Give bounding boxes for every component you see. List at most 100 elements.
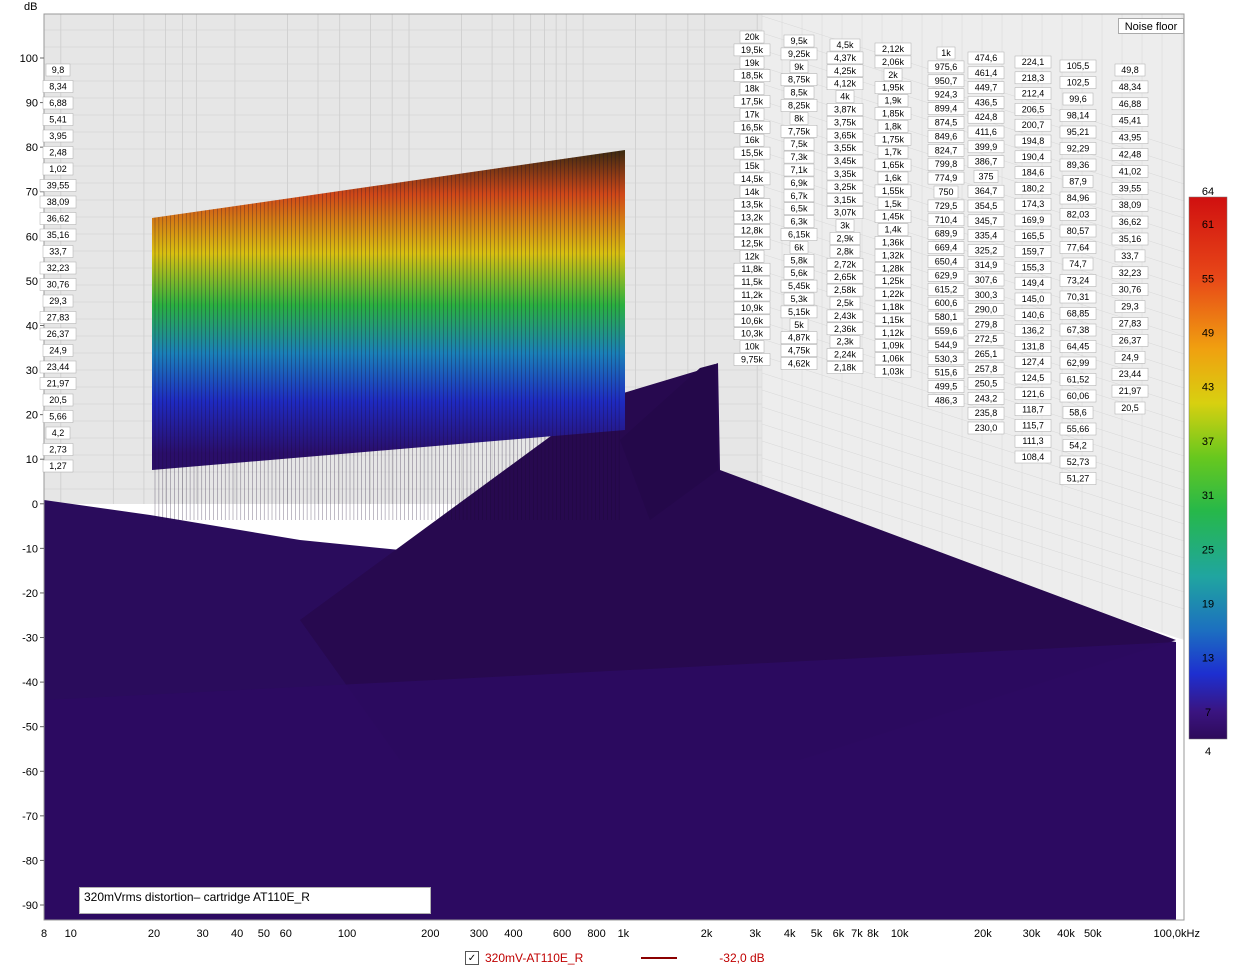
harmonic-label-text: 7,75k (788, 126, 811, 136)
harmonic-label-box (967, 392, 1005, 405)
harmonic-label: 48,34 (1111, 80, 1149, 94)
harmonic-label: 1,95k (874, 81, 912, 94)
harmonic-label-text: 6,88 (49, 98, 67, 108)
harmonic-label-box (733, 198, 771, 211)
harmonic-label-text: 159,7 (1022, 247, 1045, 257)
harmonic-label-box (1014, 308, 1052, 322)
y-tick-label: -40 (22, 677, 38, 689)
harmonic-label-text: 5,41 (49, 115, 67, 125)
harmonic-label: 8,75k (780, 73, 818, 86)
harmonic-label: 33,7 (42, 245, 74, 258)
harmonic-label: 16k (739, 133, 765, 147)
harmonic-label: 6,7k (783, 189, 815, 203)
harmonic-label-text: 42,48 (1119, 150, 1142, 160)
harmonic-label-box (927, 171, 965, 185)
harmonic-label-text: 1,28k (882, 263, 905, 273)
harmonic-label-text: 24,9 (49, 346, 67, 356)
harmonic-label-box (967, 332, 1005, 346)
harmonic-label-text: 67,38 (1067, 325, 1090, 335)
harmonic-label-box (1014, 213, 1052, 227)
harmonic-label-box (967, 347, 1005, 361)
harmonic-label: 3,87k (826, 103, 864, 116)
y-tick-label: -80 (22, 855, 38, 867)
harmonic-label-text: 9,5k (790, 36, 808, 46)
harmonic-label-text: 7,5k (790, 139, 808, 149)
harmonic-label: 19k (739, 56, 765, 70)
harmonic-label-text: 190,4 (1022, 152, 1045, 162)
harmonic-label-text: 3,87k (834, 105, 857, 115)
harmonic-label-text: 3k (840, 221, 850, 231)
harmonic-label-text: 2,3k (836, 337, 854, 347)
harmonic-label-box (967, 155, 1005, 168)
harmonic-label-box (780, 99, 818, 112)
harmonic-label: 6,5k (783, 202, 815, 215)
harmonic-label-box (927, 324, 965, 338)
harmonic-label: 2,18k (826, 361, 864, 374)
harmonic-label: 6k (789, 241, 809, 254)
harmonic-label: 68,85 (1059, 307, 1097, 320)
harmonic-label-text: 6,3k (790, 217, 808, 227)
harmonic-label-text: 9,75k (741, 355, 764, 365)
harmonic-label: 307,6 (967, 273, 1005, 287)
harmonic-label-box (927, 366, 965, 379)
harmonic-label: 21,97 (1111, 384, 1149, 398)
harmonic-label: 2,5k (829, 296, 861, 310)
harmonic-label: 4,75k (780, 344, 818, 357)
harmonic-label-text: 4,2 (52, 428, 65, 438)
harmonic-label: 13,2k (733, 211, 771, 224)
harmonic-label-text: 35,16 (1119, 234, 1142, 244)
harmonic-label: 799,8 (927, 157, 965, 171)
harmonic-label-box (739, 340, 765, 353)
harmonic-label-text: 1,03k (882, 367, 905, 377)
harmonic-label: 7,1k (783, 163, 815, 177)
series-visibility-checkbox[interactable]: ✓ (465, 951, 479, 965)
harmonic-label: 975,6 (927, 60, 965, 74)
harmonic-label-text: 824,7 (935, 145, 958, 155)
harmonic-label: 23,44 (39, 360, 77, 374)
harmonic-label: 580,1 (927, 310, 965, 324)
harmonic-label-text: 849,6 (935, 131, 958, 141)
y-tick-label: 10 (26, 454, 38, 466)
x-tick-label: 600 (553, 928, 571, 940)
harmonic-label: 105,5 (1059, 59, 1097, 73)
harmonic-label-box (927, 88, 965, 101)
harmonic-label: 279,8 (967, 318, 1005, 331)
y-tick-label: -50 (22, 722, 38, 734)
harmonic-label: 600,6 (927, 296, 965, 310)
legend: ✓ 320mV-AT110E_R -32,0 dB (465, 948, 765, 968)
harmonic-label-box (1014, 324, 1052, 337)
harmonic-label-text: 750 (938, 187, 953, 197)
harmonic-label-text: 1,25k (882, 276, 905, 286)
harmonic-label: 99,6 (1062, 92, 1094, 106)
harmonic-label-box (877, 197, 909, 211)
harmonic-label: 11,8k (733, 262, 771, 276)
harmonic-label-text: 87,9 (1069, 177, 1087, 187)
harmonic-label-text: 3,35k (834, 169, 857, 179)
harmonic-label: 515,6 (927, 366, 965, 379)
harmonic-label-box (1014, 87, 1052, 100)
harmonic-label-text: 1,18k (882, 302, 905, 312)
x-tick-label: 2k (701, 928, 713, 940)
harmonic-label-text: 108,4 (1022, 452, 1045, 462)
harmonic-label-box (967, 125, 1005, 139)
harmonic-label-box (826, 77, 864, 90)
harmonic-label: 32,23 (1111, 266, 1149, 280)
harmonic-label-box (927, 394, 965, 407)
harmonic-label-text: 5,15k (788, 307, 811, 317)
harmonic-label-box (780, 47, 818, 61)
harmonic-label-box (1059, 307, 1097, 320)
harmonic-label-box (739, 250, 765, 263)
harmonic-label-text: 51,27 (1067, 474, 1090, 484)
harmonic-label-text: 17,5k (741, 97, 764, 107)
harmonic-label-text: 950,7 (935, 76, 958, 86)
harmonic-label-text: 6,7k (790, 191, 808, 201)
harmonic-label-box (1059, 142, 1097, 155)
harmonic-label: 14,5k (733, 172, 771, 186)
harmonic-label-text: 102,5 (1067, 78, 1090, 88)
harmonic-label-box (874, 287, 912, 301)
harmonic-label: 3,95 (42, 129, 74, 143)
harmonic-label: 544,9 (927, 338, 965, 352)
harmonic-label-text: 140,6 (1022, 310, 1045, 320)
harmonic-label-text: 212,4 (1022, 89, 1045, 99)
harmonic-label-box (927, 241, 965, 254)
